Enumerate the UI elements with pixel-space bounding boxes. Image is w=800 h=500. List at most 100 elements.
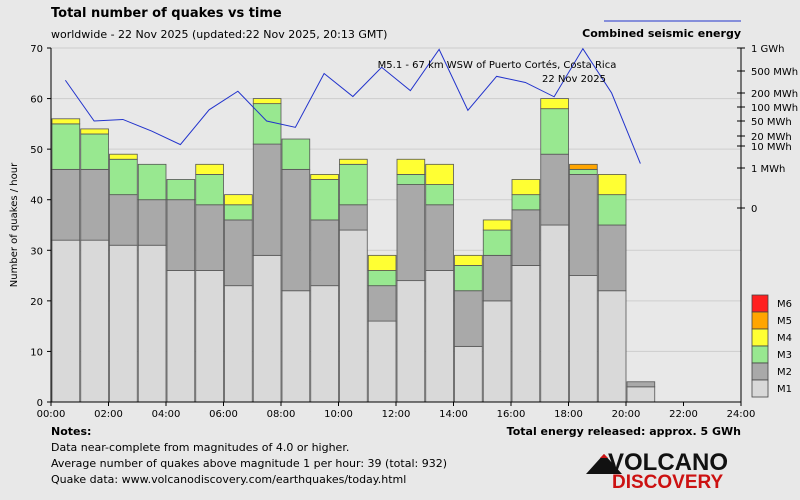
bar-m1-hour-14 (454, 345, 483, 403)
bar-m3-hour-15 (482, 229, 512, 256)
legend-label-m4: M4 (777, 333, 792, 344)
bar-m2-hour-12 (396, 184, 426, 282)
x-tick-label: 08:00 (267, 409, 296, 420)
bar-m2-hour-08 (281, 168, 311, 292)
x-tick-label: 14:00 (439, 409, 468, 420)
bar-m3-hour-03 (137, 163, 167, 201)
bar-m2-hour-09 (310, 219, 339, 287)
bar-m3-hour-13 (425, 184, 454, 206)
x-tick-label: 20:00 (612, 409, 641, 420)
energy-tick-label: 500 MWh (751, 67, 798, 78)
bar-m2-hour-03 (137, 199, 167, 246)
bar-m2-hour-04 (166, 199, 196, 271)
y-tick-label: 50 (30, 145, 43, 156)
notes-line-3: Quake data: www.volcanodiscovery.com/ear… (51, 473, 406, 486)
y-tick-label: 0 (37, 398, 43, 409)
bar-m2-hour-07 (252, 143, 282, 256)
bar-m2-hour-02 (109, 194, 138, 246)
bar-m2-hour-01 (80, 168, 109, 241)
bar-m4-hour-10 (339, 158, 368, 165)
bar-m3-hour-02 (109, 158, 138, 196)
bar-m5-hour-18 (569, 163, 598, 170)
x-tick-label: 18:00 (554, 409, 583, 420)
legend-swatch-m1 (751, 379, 769, 398)
x-tick-label: 24:00 (727, 409, 756, 420)
y-axis-label: Number of quakes / hour (9, 162, 20, 287)
bar-m1-hour-15 (482, 300, 512, 403)
bar-m3-hour-16 (511, 194, 541, 211)
bar-m1-hour-06 (224, 285, 253, 403)
bar-m1-hour-07 (252, 254, 282, 403)
legend-swatch-m2 (751, 362, 769, 381)
x-tick-label: 10:00 (324, 409, 353, 420)
bar-m1-hour-13 (425, 270, 454, 403)
legend-label-m1: M1 (777, 384, 792, 395)
bar-m4-hour-09 (310, 174, 339, 180)
bar-m1-hour-12 (396, 280, 426, 403)
bar-m1-hour-03 (137, 244, 167, 403)
bar-m1-hour-10 (339, 229, 368, 403)
bar-m3-hour-10 (339, 163, 368, 206)
logo-word-1: VOLCANO (608, 449, 728, 476)
y-tick-label: 40 (30, 196, 43, 207)
bar-m4-hour-17 (540, 98, 569, 110)
legend-swatch-m5 (751, 311, 769, 330)
notes-line-2: Average number of quakes above magnitude… (51, 457, 447, 470)
energy-legend-label: Combined seismic energy (582, 27, 741, 40)
bar-m4-hour-00 (51, 118, 81, 125)
logo-word-2: DISCOVERY (612, 472, 724, 490)
bar-m2-hour-05 (195, 204, 224, 271)
bar-m3-hour-14 (454, 265, 483, 292)
bar-m1-hour-05 (195, 270, 224, 403)
bar-m2-hour-20 (626, 381, 656, 388)
x-tick-label: 02:00 (94, 409, 123, 420)
bar-m4-hour-13 (425, 163, 454, 185)
bar-m4-hour-06 (224, 194, 253, 206)
bar-m3-hour-17 (540, 108, 569, 155)
bar-m1-hour-04 (166, 270, 196, 403)
bar-m4-hour-07 (252, 98, 282, 105)
energy-tick-label: 200 MWh (751, 89, 798, 100)
bar-m4-hour-16 (511, 179, 541, 196)
x-tick-label: 04:00 (152, 409, 181, 420)
bar-m1-hour-16 (511, 265, 541, 403)
x-tick-label: 00:00 (37, 409, 66, 420)
chart-title: Total number of quakes vs time (51, 6, 282, 21)
bar-m2-hour-06 (224, 219, 253, 287)
bar-m3-hour-04 (166, 179, 196, 201)
bar-m2-hour-11 (367, 285, 397, 322)
volcano-icon (586, 454, 622, 474)
y-tick-label: 30 (30, 246, 43, 257)
bar-m2-hour-13 (425, 204, 454, 271)
bar-m4-hour-15 (482, 219, 512, 231)
bar-m2-hour-16 (511, 209, 541, 266)
legend-swatch-m6 (751, 294, 769, 313)
bar-m1-hour-01 (80, 239, 109, 403)
bar-m1-hour-11 (367, 320, 397, 403)
bar-m3-hour-11 (367, 270, 397, 287)
notes-line-1: Data near-complete from magnitudes of 4.… (51, 441, 349, 454)
bar-m3-hour-00 (51, 123, 81, 170)
bar-m2-hour-14 (454, 290, 483, 347)
x-tick-label: 16:00 (497, 409, 526, 420)
energy-tick-label: 10 MWh (751, 142, 792, 153)
bar-m2-hour-18 (569, 174, 598, 276)
x-tick-label: 22:00 (669, 409, 698, 420)
annotation-event: M5.1 - 67 km WSW of Puerto Cortés, Costa… (378, 59, 617, 71)
annotation-date: 22 Nov 2025 (542, 74, 606, 85)
bar-m4-hour-01 (80, 128, 109, 135)
bar-m3-hour-07 (252, 103, 282, 145)
legend-label-m3: M3 (777, 350, 792, 361)
volcanodiscovery-logo: VOLCANO DISCOVERY (586, 449, 728, 490)
bar-m2-hour-10 (339, 204, 368, 231)
notes-heading: Notes: (51, 425, 91, 438)
energy-tick-label: 1 GWh (751, 44, 785, 55)
chart-subtitle: worldwide - 22 Nov 2025 (updated:22 Nov … (51, 28, 387, 41)
energy-tick-label: 20 MWh (751, 132, 792, 143)
bar-m1-hour-02 (109, 244, 138, 403)
bar-m4-hour-19 (597, 174, 627, 196)
bar-m2-hour-00 (51, 168, 81, 241)
bar-m3-hour-12 (396, 174, 426, 185)
legend-label-m5: M5 (777, 316, 792, 327)
